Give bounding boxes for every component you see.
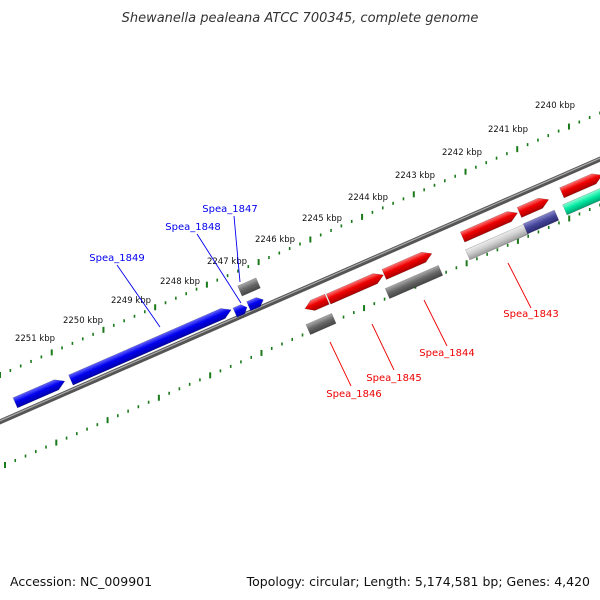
scale-label: 2244 kbp	[348, 193, 388, 203]
gene-feature-red[interactable]	[325, 270, 385, 305]
scale-label: 2243 kbp	[395, 171, 435, 181]
gene-label[interactable]: Spea_1847	[202, 204, 257, 215]
gene-label[interactable]: Spea_1845	[366, 373, 421, 384]
gene-label-leader	[329, 341, 352, 387]
map-title: Shewanella pealeana ATCC 700345, complet…	[122, 11, 479, 26]
gene-label[interactable]: Spea_1849	[89, 253, 144, 264]
gene-label[interactable]: Spea_1844	[419, 348, 474, 359]
gene-feature-blue[interactable]	[246, 295, 266, 312]
gene-feature-blue[interactable]	[12, 376, 67, 409]
gene-feature-gray[interactable]	[384, 264, 444, 300]
gene-label[interactable]: Spea_1846	[326, 389, 381, 400]
gene-feature-blue[interactable]	[232, 303, 249, 318]
gene-feature-red[interactable]	[459, 208, 519, 243]
gene-label-leader	[116, 264, 161, 328]
scale-label: 2245 kbp	[302, 214, 342, 224]
gene-label[interactable]: Spea_1843	[503, 309, 558, 320]
gene-label[interactable]: Spea_1848	[165, 222, 220, 233]
gene-feature-red[interactable]	[516, 195, 551, 218]
scale-label: 2251 kbp	[15, 334, 55, 344]
gene-feature-blue[interactable]	[68, 305, 234, 386]
gene-feature-red[interactable]	[381, 249, 434, 280]
gene-feature-light-gray[interactable]	[465, 223, 529, 261]
gene-label-leader	[233, 215, 241, 283]
scale-label: 2248 kbp	[160, 277, 200, 287]
gene-feature-teal[interactable]	[562, 186, 600, 216]
gene-labels: Spea_1849 Spea_1848 Spea_1847 Spea_1843 Spea…	[89, 204, 558, 400]
scale-label: 2241 kbp	[488, 125, 528, 135]
gene-feature-red[interactable]	[303, 293, 330, 314]
gene-feature-red[interactable]	[559, 170, 600, 199]
scale-label: 2247 kbp	[207, 257, 247, 267]
genome-backbone	[0, 156, 600, 425]
gene-label-leader	[423, 299, 448, 347]
scale-label: 2250 kbp	[63, 316, 103, 326]
scale-ticks-outer	[0, 111, 600, 378]
gene-feature-slate[interactable]	[522, 209, 560, 235]
scale-labels: 2240 kbp 2241 kbp 2242 kbp 2243 kbp 2244 kbp…	[15, 101, 575, 344]
genome-summary-text: Topology: circular; Length: 5,174,581 bp…	[246, 574, 590, 589]
gene-label-leader	[371, 323, 395, 371]
scale-label: 2240 kbp	[535, 101, 575, 111]
scale-label: 2246 kbp	[255, 235, 295, 245]
scale-ticks-inner	[4, 203, 600, 468]
gene-features	[12, 170, 600, 409]
scale-label: 2242 kbp	[442, 148, 482, 158]
gene-label-leader	[507, 262, 532, 309]
gene-label-leader	[196, 233, 242, 304]
gene-feature-gray[interactable]	[305, 312, 337, 336]
scale-label: 2249 kbp	[111, 296, 151, 306]
gene-feature-gray[interactable]	[237, 277, 261, 297]
accession-text: Accession: NC_009901	[10, 574, 152, 589]
